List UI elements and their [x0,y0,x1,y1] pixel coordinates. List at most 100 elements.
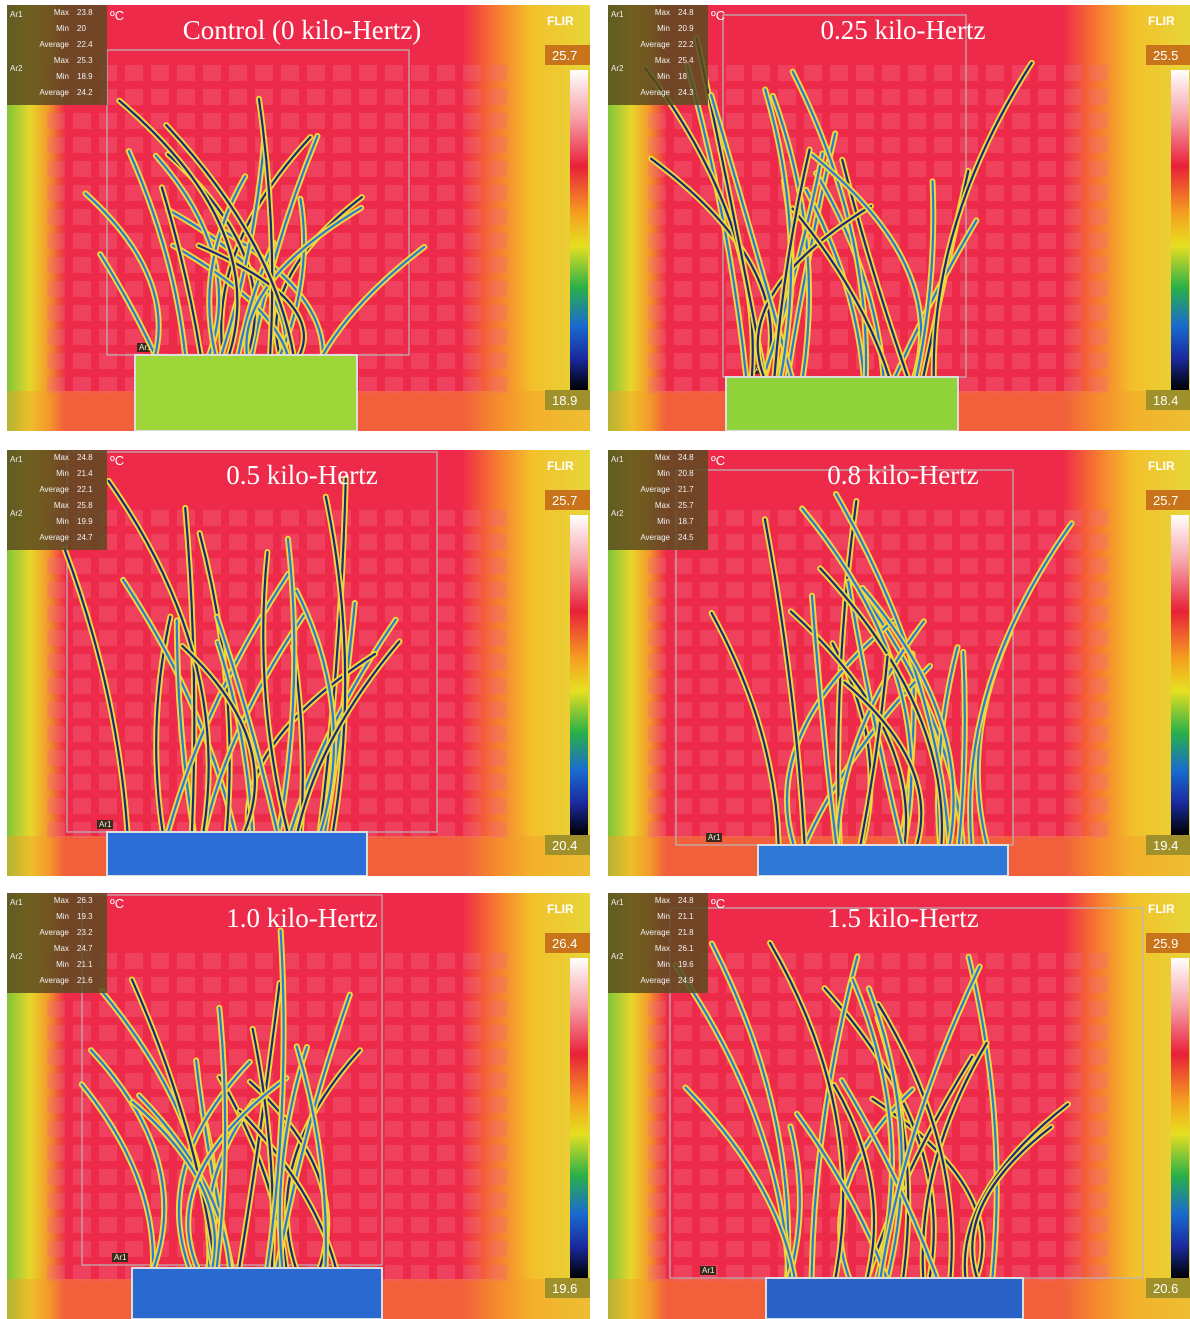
window-cell [934,606,952,622]
window-cell [1064,1049,1082,1065]
window-cell [1038,1145,1056,1161]
window-cell [47,281,65,297]
area-name: Ar2 [611,509,624,518]
window-cell [726,1097,744,1113]
window-cell [229,510,247,526]
window-cell [648,726,666,742]
reading-label: Max [655,944,670,953]
window-cell [177,1049,195,1065]
window-cell [1012,1097,1030,1113]
window-cell [1038,798,1056,814]
window-cell [882,534,900,550]
window-cell [908,510,926,526]
window-cell [307,113,325,129]
window-cell [385,377,403,393]
window-cell [463,1193,481,1209]
window-cell [1064,209,1082,225]
window-cell [229,534,247,550]
reading-label: Max [655,501,670,510]
area-name: Ar2 [611,952,624,961]
window-cell [1064,977,1082,993]
window-cell [385,678,403,694]
reading-value: 19.9 [77,517,93,526]
window-cell [700,702,718,718]
reading-label: Average [39,533,69,542]
window-cell [411,630,429,646]
window-cell [1038,281,1056,297]
window-cell [778,534,796,550]
window-cell [489,678,507,694]
window-cell [359,1097,377,1113]
window-cell [1090,558,1108,574]
window-cell [1090,1121,1108,1137]
window-cell [960,534,978,550]
window-cell [934,1001,952,1017]
window-cell [1012,1001,1030,1017]
window-cell [960,353,978,369]
window-cell [437,726,455,742]
window-cell [359,1193,377,1209]
window-cell [411,209,429,225]
window-cell [437,137,455,153]
window-cell [463,606,481,622]
window-cell [726,510,744,526]
window-cell [73,209,91,225]
window-cell [99,630,117,646]
window-cell [47,630,65,646]
window-cell [359,377,377,393]
brand-logo: FLIR [1148,902,1175,916]
window-cell [752,606,770,622]
window-cell [437,654,455,670]
pot [726,377,958,431]
window-cell [804,1073,822,1089]
brand-logo: FLIR [547,459,574,473]
window-cell [359,510,377,526]
window-cell [99,558,117,574]
window-cell [882,113,900,129]
window-cell [281,510,299,526]
window-cell [229,953,247,969]
window-cell [333,185,351,201]
window-cell [99,582,117,598]
window-cell [908,185,926,201]
window-cell [1090,1169,1108,1185]
window-cell [73,726,91,742]
scale-bar [1171,958,1189,1278]
window-cell [177,953,195,969]
window-cell [229,977,247,993]
window-cell [648,209,666,225]
reading-label: Average [640,88,670,97]
window-cell [489,534,507,550]
window-cell [385,534,403,550]
area-name: Ar2 [10,952,23,961]
window-cell [385,1241,403,1257]
window-cell [437,1241,455,1257]
window-cell [281,65,299,81]
window-cell [463,1217,481,1233]
reading-value: 22.1 [77,485,93,494]
window-cell [778,1073,796,1089]
window-cell [882,281,900,297]
window-cell [986,353,1004,369]
window-cell [726,726,744,742]
window-cell [674,1121,692,1137]
scale-bar [570,70,588,390]
area-name: Ar1 [611,898,624,907]
reading-label: Max [655,896,670,905]
window-cell [437,534,455,550]
window-cell [804,534,822,550]
window-cell [934,185,952,201]
window-cell [1090,977,1108,993]
scale-max: 26.4 [552,936,577,951]
window-cell [411,1073,429,1089]
unit: ºC [711,8,725,23]
window-cell [1038,1193,1056,1209]
window-cell [489,281,507,297]
window-cell [700,582,718,598]
window-cell [463,1145,481,1161]
window-cell [700,305,718,321]
window-cell [489,1049,507,1065]
window-cell [229,89,247,105]
window-cell [463,281,481,297]
window-cell [1090,113,1108,129]
